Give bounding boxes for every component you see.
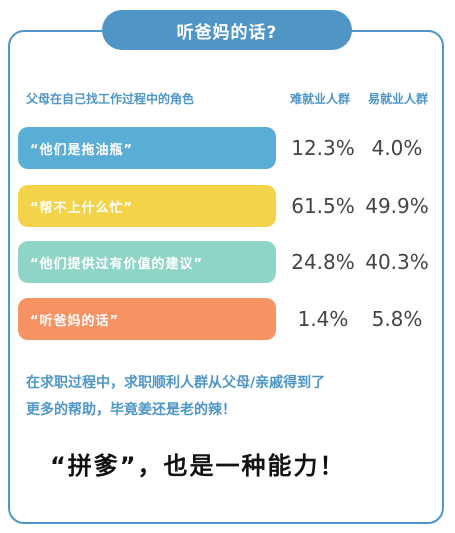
row-header-label: 父母在自己找工作过程中的角色 (26, 92, 195, 106)
note-line-2: 更多的帮助，毕竟姜还是老的辣！ (26, 402, 236, 418)
slogan: “拼爹”，也是一种能力！ (50, 452, 346, 480)
value-hard: 24.8% (291, 250, 355, 274)
value-easy: 40.3% (365, 250, 429, 274)
value-easy: 5.8% (371, 307, 423, 331)
row-label-pill: “他们提供过有价值的建议” (18, 241, 276, 283)
page-title: 听爸妈的话? (102, 10, 352, 50)
value-hard: 12.3% (291, 136, 355, 160)
row-label-pill: “听爸妈的话” (18, 298, 276, 340)
note-line-1: 在求职过程中，求职顺利人群从父母/亲戚得到了 (26, 375, 326, 391)
row-label-pill: “他们是拖油瓶” (18, 127, 276, 169)
value-hard: 61.5% (291, 194, 355, 218)
value-easy: 49.9% (365, 194, 429, 218)
value-easy: 4.0% (371, 136, 423, 160)
column-header-easy: 易就业人群 (368, 92, 429, 106)
row-label-pill: “帮不上什么忙” (18, 185, 276, 227)
column-header-hard: 难就业人群 (290, 92, 351, 106)
value-hard: 1.4% (297, 307, 349, 331)
